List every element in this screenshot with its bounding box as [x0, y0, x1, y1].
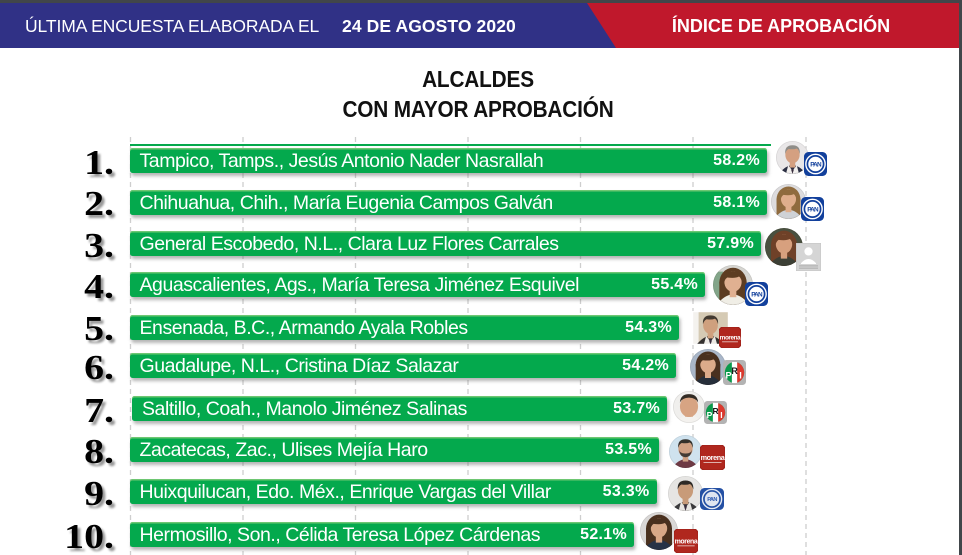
- svg-text:morena: morena: [675, 538, 698, 545]
- svg-text:PAN: PAN: [751, 292, 763, 299]
- svg-text:PAN: PAN: [810, 162, 822, 169]
- svg-text:morena: morena: [701, 453, 725, 462]
- svg-text:I: I: [739, 370, 742, 380]
- svg-text:morena: morena: [720, 335, 741, 342]
- svg-text:R: R: [731, 366, 738, 376]
- svg-text:P: P: [707, 410, 713, 420]
- svg-text:P: P: [725, 370, 731, 380]
- svg-text:PAN: PAN: [707, 497, 717, 503]
- svg-text:R: R: [713, 406, 719, 416]
- svg-text:I: I: [720, 410, 722, 420]
- svg-text:PAN: PAN: [807, 207, 819, 214]
